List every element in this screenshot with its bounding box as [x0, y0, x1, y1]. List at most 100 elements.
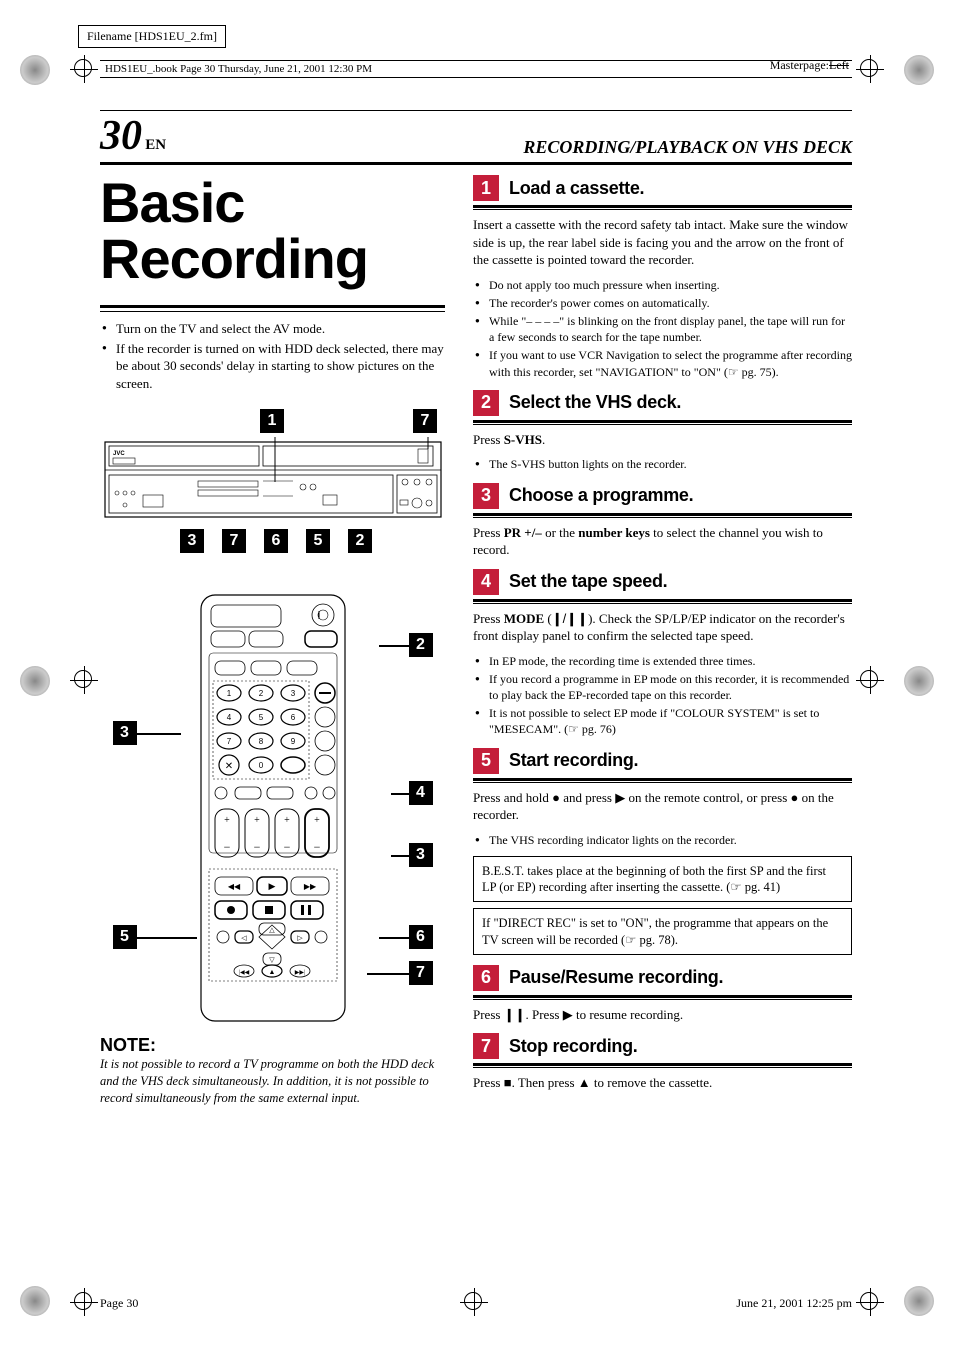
svg-text:8: 8	[258, 737, 263, 746]
intro-bullet: Turn on the TV and select the AV mode.	[116, 320, 445, 338]
crop-ornament	[904, 1286, 934, 1316]
svg-text:◀◀: ◀◀	[227, 882, 240, 891]
intro-bullets: Turn on the TV and select the AV mode. I…	[100, 320, 445, 392]
step-bullets: The VHS recording indicator lights on th…	[473, 832, 852, 848]
step-bullet: While "– – – –" is blinking on the front…	[489, 313, 852, 345]
callout-badge: 1	[260, 409, 284, 433]
step: 4 Set the tape speed. Press MODE (❙/❙❙). C…	[473, 569, 852, 738]
svg-text:▶▶: ▶▶	[303, 882, 316, 891]
step-body: Press ■. Then press ▲ to remove the cass…	[473, 1074, 852, 1092]
step-bullet: In EP mode, the recording time is extend…	[489, 653, 852, 669]
book-info-bar: HDS1EU_.book Page 30 Thursday, June 21, …	[100, 60, 852, 78]
remote-callout: 6	[409, 925, 433, 949]
svg-text:6: 6	[290, 713, 295, 722]
step-bullet: The S-VHS button lights on the recorder.	[489, 456, 852, 472]
main-title: Basic Recording	[100, 175, 445, 287]
step-bullets: In EP mode, the recording time is extend…	[473, 653, 852, 738]
svg-text:−: −	[253, 840, 260, 854]
svg-text:−: −	[313, 840, 320, 854]
remote-diagram: 1 2 3 4 5 6 7 8 9 0 ✕	[133, 593, 413, 1023]
svg-text:▶: ▶	[268, 881, 275, 891]
svg-text:0: 0	[258, 761, 263, 770]
step-number-badge: 5	[473, 748, 499, 774]
book-info-text: HDS1EU_.book Page 30 Thursday, June 21, …	[105, 63, 372, 75]
step-body: Press PR +/– or the number keys to selec…	[473, 524, 852, 559]
svg-text:|◀◀: |◀◀	[238, 970, 249, 976]
step-number-badge: 1	[473, 175, 499, 201]
step: 3 Choose a programme. Press PR +/– or the …	[473, 483, 852, 559]
svg-text:▲: ▲	[268, 968, 275, 976]
crop-ornament	[20, 666, 50, 696]
recorder-diagram: 1 7 JVC	[100, 427, 445, 563]
svg-text:+: +	[254, 815, 260, 826]
crop-ornament	[904, 666, 934, 696]
step: 2Select the VHS deck.Press S-VHS.The S-V…	[473, 390, 852, 473]
callout-badge: 6	[264, 529, 288, 553]
svg-text:1: 1	[226, 689, 231, 698]
crop-register	[70, 666, 98, 694]
svg-text:4: 4	[226, 713, 231, 722]
svg-text:+: +	[314, 815, 320, 826]
page-footer: Page 30 June 21, 2001 12:25 pm	[100, 1296, 852, 1311]
svg-text:2: 2	[258, 689, 263, 698]
step-title: Stop recording.	[509, 1036, 638, 1057]
step-title: Choose a programme.	[509, 485, 693, 506]
svg-text:9: 9	[290, 737, 295, 746]
svg-text:▷: ▷	[297, 934, 303, 942]
step-body: Insert a cassette with the record safety…	[473, 216, 852, 269]
remote-illustration: 1 2 3 4 5 6 7 8 9 0 ✕	[193, 593, 353, 1023]
crop-ornament	[20, 1286, 50, 1316]
callout-badge: 3	[180, 529, 204, 553]
step: 7 Stop recording. Press ■. Then press ▲ to…	[473, 1033, 852, 1092]
step-bullets: The S-VHS button lights on the recorder.	[473, 456, 852, 472]
crop-ornament	[20, 55, 50, 85]
step-title: Pause/Resume recording.	[509, 967, 723, 988]
callout-badge: 7	[222, 529, 246, 553]
step-bullet: Do not apply too much pressure when inse…	[489, 277, 852, 293]
callout-badge: 7	[413, 409, 437, 433]
filename-box: Filename [HDS1EU_2.fm]	[78, 25, 226, 48]
step: 1 Load a cassette. Insert a cassette with …	[473, 175, 852, 380]
svg-text:JVC: JVC	[113, 451, 125, 457]
svg-text:−: −	[283, 840, 290, 854]
callout-badge: 2	[348, 529, 372, 553]
crop-register	[856, 1288, 884, 1316]
step-bullet: It is not possible to select EP mode if …	[489, 705, 852, 737]
svg-text:5: 5	[258, 713, 263, 722]
step-bullet: The recorder's power comes on automatica…	[489, 295, 852, 311]
svg-text:▽: ▽	[269, 956, 275, 964]
remote-callout: 4	[409, 781, 433, 805]
step-bullet: The VHS recording indicator lights on th…	[489, 832, 852, 848]
step-title: Select the VHS deck.	[509, 392, 681, 413]
step-body: Press S-VHS.	[473, 431, 852, 449]
note-text: It is not possible to record a TV progra…	[100, 1056, 445, 1107]
svg-text:+: +	[224, 815, 230, 826]
step-title: Load a cassette.	[509, 178, 644, 199]
crop-ornament	[904, 55, 934, 85]
step-bullet: If you want to use VCR Navigation to sel…	[489, 347, 852, 379]
step: 6Pause/Resume recording.Press ❙❙. Press …	[473, 965, 852, 1024]
step-number-badge: 7	[473, 1033, 499, 1059]
step-body: Press MODE (❙/❙❙). Check the SP/LP/EP in…	[473, 610, 852, 645]
page-number-suffix: EN	[145, 137, 166, 153]
footer-page: Page 30	[100, 1296, 138, 1311]
step: 5Start recording.Press and hold ● and pr…	[473, 748, 852, 955]
crop-register	[70, 55, 98, 83]
crop-register	[856, 666, 884, 694]
footer-date: June 21, 2001 12:25 pm	[736, 1296, 852, 1311]
remote-callout: 3	[409, 843, 433, 867]
remote-callout: 2	[409, 633, 433, 657]
step-bullet: If you record a programme in EP mode on …	[489, 671, 852, 703]
crop-register	[70, 1288, 98, 1316]
remote-callout: 5	[113, 925, 137, 949]
svg-text:△: △	[269, 926, 275, 934]
svg-text:▶▶|: ▶▶|	[294, 970, 304, 976]
svg-text:−: −	[223, 840, 230, 854]
step-body: Press and hold ● and press ▶ on the remo…	[473, 789, 852, 824]
step-number-badge: 3	[473, 483, 499, 509]
info-box: B.E.S.T. takes place at the beginning of…	[473, 856, 852, 903]
step-number-badge: 4	[473, 569, 499, 595]
step-title: Set the tape speed.	[509, 571, 667, 592]
note-heading: NOTE:	[100, 1035, 445, 1056]
crop-register	[856, 55, 884, 83]
